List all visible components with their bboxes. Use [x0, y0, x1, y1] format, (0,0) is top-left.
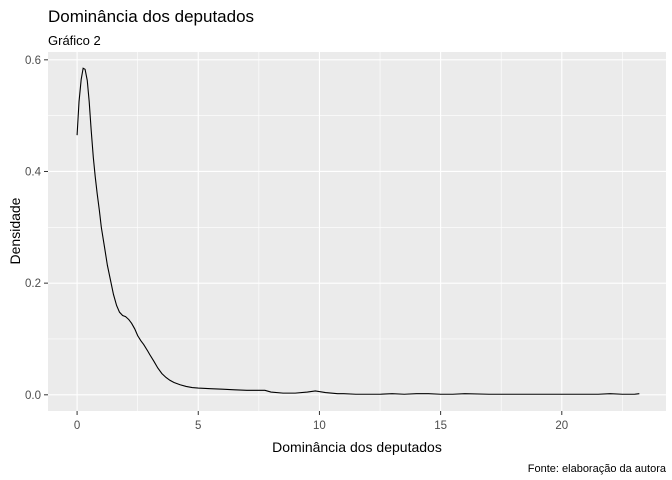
chart-subtitle: Gráfico 2: [48, 33, 101, 48]
x-tick-label: 5: [195, 420, 201, 432]
x-tick-label: 0: [74, 420, 80, 432]
y-tick-label: 0.2: [25, 278, 41, 290]
grid-minor: [48, 52, 666, 411]
chart-title: Dominância dos deputados: [48, 7, 254, 26]
y-axis: 0.0 0.2 0.4 0.6: [25, 55, 48, 402]
chart-caption: Fonte: elaboração da autora: [528, 463, 667, 475]
x-axis-title: Dominância dos deputados: [272, 439, 442, 455]
plot-panel: [48, 52, 666, 411]
x-axis: 0 5 10 15 20: [74, 411, 568, 432]
x-tick-label: 20: [555, 420, 568, 432]
y-tick-label: 0.4: [25, 166, 42, 178]
y-tick-label: 0.0: [25, 390, 41, 402]
density-line: [76, 67, 640, 395]
grid-major: [48, 52, 666, 411]
x-tick-label: 15: [434, 420, 447, 432]
y-tick-label: 0.6: [25, 55, 41, 67]
x-tick-label: 10: [313, 420, 326, 432]
y-axis-title: Densidade: [7, 197, 23, 264]
